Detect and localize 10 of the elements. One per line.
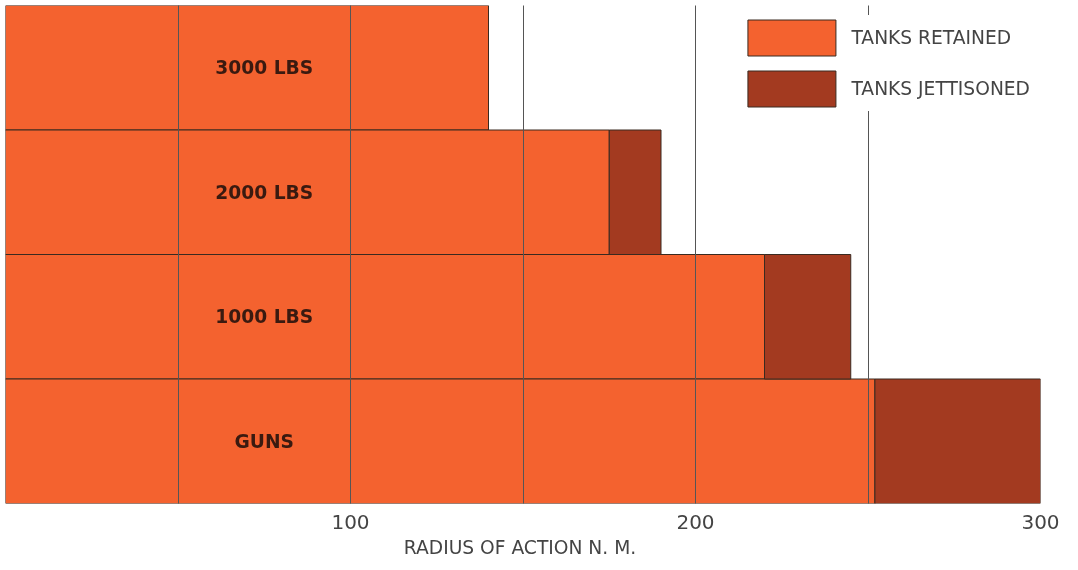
y-tick-label: GUNS [234, 430, 295, 452]
x-tick-label: 100 [331, 509, 370, 534]
y-tick-label: 2000 LBS [215, 181, 314, 203]
legend-label: TANKS RETAINED [851, 27, 1012, 48]
y-tick-label: 3000 LBS [215, 57, 314, 79]
legend-label: TANKS JETTISONED [851, 78, 1030, 99]
x-axis-title: RADIUS OF ACTION N. M. [403, 536, 637, 558]
x-tick-label: 200 [676, 509, 715, 534]
x-tick-label: 300 [1021, 509, 1060, 534]
y-tick-label: 1000 LBS [215, 306, 314, 328]
